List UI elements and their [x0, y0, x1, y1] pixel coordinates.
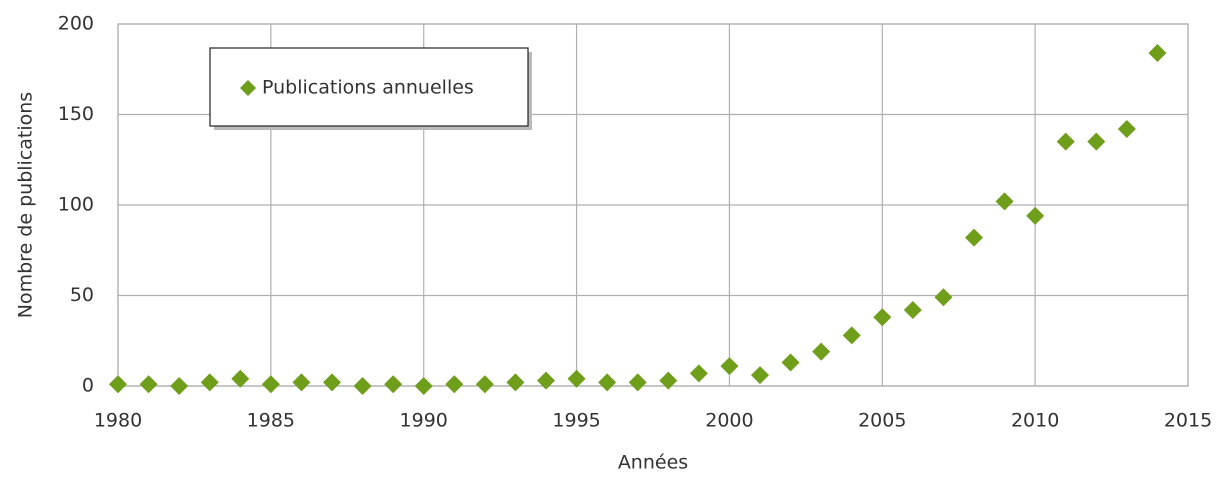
x-tick-label: 2005 [858, 410, 906, 432]
y-tick-label: 0 [82, 375, 94, 397]
data-point [261, 375, 280, 394]
data-point [445, 375, 464, 394]
data-point [812, 342, 831, 361]
y-tick-label: 150 [58, 103, 94, 125]
data-point [292, 373, 311, 392]
data-point [414, 377, 433, 395]
data-point [537, 371, 555, 390]
data-point [1026, 206, 1045, 225]
data-point [751, 366, 769, 385]
data-point [781, 353, 800, 372]
data-point [965, 228, 983, 247]
x-axis-label: Années [618, 452, 688, 474]
legend-marker [240, 80, 256, 96]
data-point [170, 377, 189, 395]
x-tick-label: 2010 [1011, 410, 1059, 432]
data-point [842, 326, 861, 345]
data-point [598, 373, 617, 392]
data-point [995, 192, 1014, 211]
x-tick-label: 1990 [400, 410, 448, 432]
data-point [659, 371, 678, 390]
x-tick-label: 1980 [94, 410, 142, 432]
data-point [384, 375, 403, 394]
data-point [231, 369, 250, 388]
data-point [567, 369, 586, 388]
data-point [353, 377, 372, 395]
y-tick-label: 50 [70, 284, 94, 306]
y-tick-label: 100 [58, 194, 94, 216]
data-point [1087, 132, 1106, 151]
data-point [628, 373, 647, 392]
data-point [139, 375, 158, 394]
x-tick-label: 1985 [247, 410, 295, 432]
data-point [475, 375, 494, 394]
data-point [506, 373, 525, 392]
data-point [323, 373, 341, 392]
data-point [200, 373, 219, 392]
x-tick-label: 1995 [552, 410, 600, 432]
data-point [903, 300, 922, 319]
data-point [720, 357, 739, 376]
data-point [1148, 43, 1167, 62]
data-point [1056, 132, 1075, 151]
x-tick-label: 2015 [1164, 410, 1212, 432]
y-axis-label: Nombre de publications [15, 92, 37, 318]
x-tick-label: 2000 [705, 410, 753, 432]
legend-label: Publications annuelles [262, 77, 474, 99]
y-tick-label: 200 [58, 13, 94, 35]
data-point [689, 364, 708, 383]
legend [209, 47, 529, 127]
data-point [1117, 119, 1136, 138]
data-point [109, 375, 127, 394]
data-point [934, 288, 953, 307]
data-point [873, 308, 892, 327]
